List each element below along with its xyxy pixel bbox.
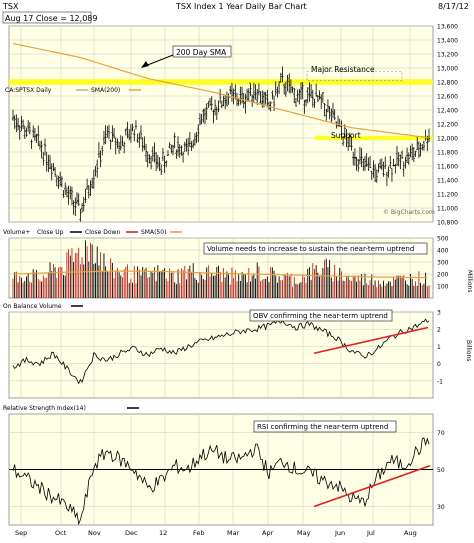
price-ytick-13: 11,000 [437, 206, 458, 213]
volume-ytick-2: 300 [437, 260, 449, 267]
x-tick-jul: Jul [366, 529, 375, 537]
price-ytick-1: 13,400 [437, 38, 458, 45]
rsi-callout-text: RSI confirming the near-term uptrend [257, 423, 388, 431]
price-ytick-8: 12,000 [437, 136, 458, 143]
price-ytick-10: 11,600 [437, 164, 458, 171]
sma200-legend-label: SMA(200) [91, 87, 120, 94]
price-ytick-7: 12,200 [437, 122, 458, 129]
x-tick-oct: Oct [55, 529, 67, 537]
obv-trendline [313, 326, 429, 355]
price-ytick-5: 12,600 [437, 94, 458, 101]
price-ytick-9: 11,800 [437, 150, 458, 157]
sma-callout-text: 200 Day SMA [176, 48, 227, 57]
price-ytick-0: 13,600 [437, 24, 458, 31]
price-ytick-2: 13,200 [437, 52, 458, 59]
price-ytick-4: 12,800 [437, 80, 458, 87]
header-bar [1, 1, 473, 11]
x-tick-feb: Feb [193, 529, 205, 537]
obv-callout-text: OBV confirming the near-term uptrend [253, 312, 388, 320]
sma200-line [12, 42, 428, 139]
rsi-ytick-2: 30 [437, 504, 445, 511]
x-tick-nov: Nov [88, 529, 101, 537]
volume-ytick-4: 100 [437, 284, 449, 291]
volume-ytick-3: 200 [437, 272, 449, 279]
chart-symbol-label: TSX [2, 2, 19, 11]
obv-panel: 3 2 1 0 -1 [8, 310, 443, 399]
obv-ytick-3: 0 [437, 361, 441, 368]
rsi-panel: 70 50 30 [8, 413, 445, 526]
volume-legend-3: Close Down [85, 229, 120, 236]
volume-ytick-0: 500 [437, 236, 449, 243]
obv-ytick-0: 3 [437, 310, 441, 317]
volume-legend-1: Volume+ [3, 229, 30, 236]
volume-unit-label: Millions [466, 270, 473, 292]
sma50-line [12, 270, 428, 279]
obv-callout-box [249, 309, 393, 322]
x-tick-aug: Aug [404, 529, 417, 537]
x-tick-jun: Jun [334, 529, 345, 537]
rsi-ytick-0: 70 [437, 430, 445, 437]
price-ytick-3: 13,000 [437, 66, 458, 73]
obv-line [12, 318, 430, 385]
x-axis: Sep Oct Nov Dec 12 Feb Mar Apr May Jun Jul Aug [15, 529, 417, 537]
price-panel: 13,600 13,400 13,200 13,000 12,800 12,600 12,4… [8, 24, 458, 227]
volume-legend-2: Close Up [37, 229, 64, 236]
price-ytick-11: 11,400 [437, 178, 458, 185]
x-tick-dec: Dec [125, 529, 138, 537]
close-box [2, 11, 92, 24]
volume-ytick-1: 400 [437, 248, 449, 255]
volume-callout-text: Volume needs to increase to sustain the … [207, 245, 414, 253]
x-tick-apr: Apr [262, 529, 274, 537]
obv-legend-label: On Balance Volume [3, 303, 62, 310]
rsi-legend-label: Relative Strength Index(14) [3, 405, 86, 412]
obv-unit-label: Billions [465, 340, 472, 361]
rsi-callout-box [253, 420, 397, 433]
price-ytick-12: 11,200 [437, 192, 458, 199]
x-tick-12: 12 [159, 529, 167, 537]
obv-ytick-2: 1 [437, 344, 441, 351]
volume-legend-4: SMA(50) [141, 229, 166, 236]
obv-ytick-1: 2 [437, 327, 441, 334]
obv-ytick-4: -1 [437, 378, 443, 385]
x-tick-may: May [297, 529, 311, 537]
price-series-label: CA:SPTSX Daily [5, 87, 52, 94]
sma-callout-box [172, 45, 232, 58]
resistance-band [9, 79, 433, 85]
resistance-label: Major Resistance [311, 65, 375, 74]
obv-plot-area [8, 311, 434, 399]
chart-title: TSX Index 1 Year Daily Bar Chart [175, 2, 307, 11]
x-tick-mar: Mar [227, 529, 240, 537]
rsi-line [12, 437, 430, 526]
x-tick-sep: Sep [15, 529, 27, 537]
watermark: © BigCharts.com [383, 209, 435, 216]
sma-callout-arrow [144, 54, 174, 67]
sma-callout-arrowhead [141, 61, 149, 68]
price-ytick-14: 10,800 [437, 220, 458, 227]
close-label: Aug 17 Close = 12,089 [5, 14, 97, 23]
rsi-ytick-1: 50 [437, 467, 445, 474]
rsi-trendline [313, 465, 431, 508]
volume-callout-box [203, 242, 428, 255]
chart-date: 8/17/12 [438, 2, 469, 11]
support-band [315, 135, 433, 141]
price-ytick-6: 12,400 [437, 108, 458, 115]
support-label: Support [331, 131, 361, 140]
